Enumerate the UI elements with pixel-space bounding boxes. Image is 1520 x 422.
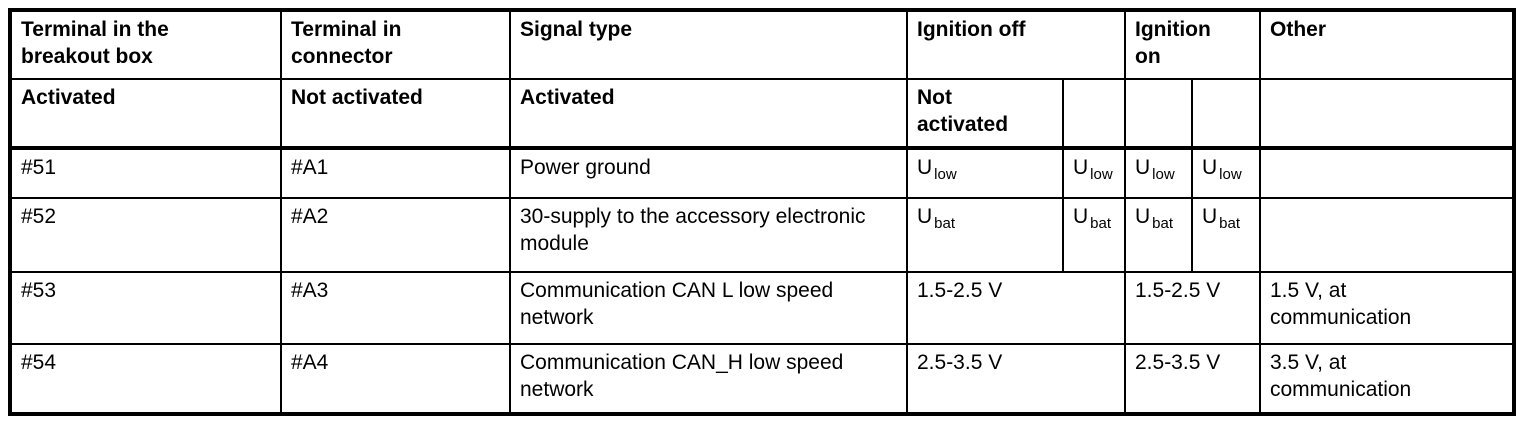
cell-other-text: 3.5 V, at communication bbox=[1270, 351, 1412, 401]
cell-other: 1.5 V, at communication bbox=[1259, 271, 1515, 345]
cell-terminal-connector: #A3 bbox=[280, 271, 511, 345]
cell-other: 3.5 V, at communication bbox=[1259, 343, 1515, 415]
table-row: #52 #A2 30-supply to the accessory elect… bbox=[9, 197, 1515, 273]
subheader-not-activated-ignition-off: Not activated bbox=[906, 78, 1064, 150]
cell-other bbox=[1259, 147, 1515, 199]
subheader-not-activated-ignition-off-label: Not activated bbox=[917, 86, 1009, 136]
cell-ignition-off: 2.5-3.5 V bbox=[906, 343, 1126, 415]
subheader-row: Activated Not activated Activated Not ac… bbox=[9, 78, 1515, 150]
subheader-empty-cell bbox=[1191, 78, 1261, 150]
col-header-terminal-connector: Terminal in connector bbox=[280, 9, 511, 80]
cell-terminal-connector: #A4 bbox=[280, 343, 511, 415]
cell-terminal-breakout: #51 bbox=[9, 147, 282, 199]
col-header-ignition-on-label: Ignition on bbox=[1135, 18, 1211, 68]
subheader-empty-cell bbox=[1259, 78, 1515, 150]
cell-terminal-connector: #A1 bbox=[280, 147, 511, 199]
cell-terminal-breakout: #54 bbox=[9, 343, 282, 415]
col-header-ignition-off: Ignition off bbox=[906, 9, 1126, 80]
cell-signal-type: Power ground bbox=[509, 147, 908, 199]
subheader-empty-cell bbox=[1124, 78, 1193, 150]
header-row: Terminal in the breakout box Terminal in… bbox=[9, 9, 1515, 80]
subheader-activated-signal: Activated bbox=[509, 78, 908, 150]
cell-signal-type: 30-supply to the accessory electronic mo… bbox=[509, 197, 908, 273]
subheader-not-activated-connector: Not activated bbox=[280, 78, 511, 150]
col-header-terminal-breakout: Terminal in the breakout box bbox=[9, 9, 282, 80]
subheader-activated-breakout: Activated bbox=[9, 78, 282, 150]
cell-other bbox=[1259, 197, 1515, 273]
subheader-empty-cell bbox=[1062, 78, 1126, 150]
col-header-other: Other bbox=[1259, 9, 1515, 80]
col-header-ignition-on: Ignition on bbox=[1124, 9, 1261, 80]
cell-terminal-breakout: #52 bbox=[9, 197, 282, 273]
cell-other-text: 1.5 V, at communication bbox=[1270, 279, 1412, 329]
col-header-signal-type: Signal type bbox=[509, 9, 908, 80]
cell-terminal-connector: #A2 bbox=[280, 197, 511, 273]
cell-signal-type-text: 30-supply to the accessory electronic mo… bbox=[520, 205, 866, 255]
cell-signal-type-text: Communication CAN L low speed network bbox=[520, 279, 834, 329]
cell-signal-type: Communication CAN_H low speed network bbox=[509, 343, 908, 415]
cell-ignition-off: 1.5-2.5 V bbox=[906, 271, 1126, 345]
col-header-terminal-breakout-label: Terminal in the breakout box bbox=[21, 18, 169, 68]
table-row: #53 #A3 Communication CAN L low speed ne… bbox=[9, 271, 1515, 345]
cell-signal-type-text: Communication CAN_H low speed network bbox=[520, 351, 844, 401]
cell-terminal-breakout: #53 bbox=[9, 271, 282, 345]
terminal-signal-table: Terminal in the breakout box Terminal in… bbox=[8, 8, 1516, 416]
cell-ignition-on: 1.5-2.5 V bbox=[1124, 271, 1261, 345]
cell-signal-type: Communication CAN L low speed network bbox=[509, 271, 908, 345]
cell-ignition-on: 2.5-3.5 V bbox=[1124, 343, 1261, 415]
table-row: #54 #A4 Communication CAN_H low speed ne… bbox=[9, 343, 1515, 415]
col-header-terminal-connector-label: Terminal in connector bbox=[291, 18, 402, 68]
